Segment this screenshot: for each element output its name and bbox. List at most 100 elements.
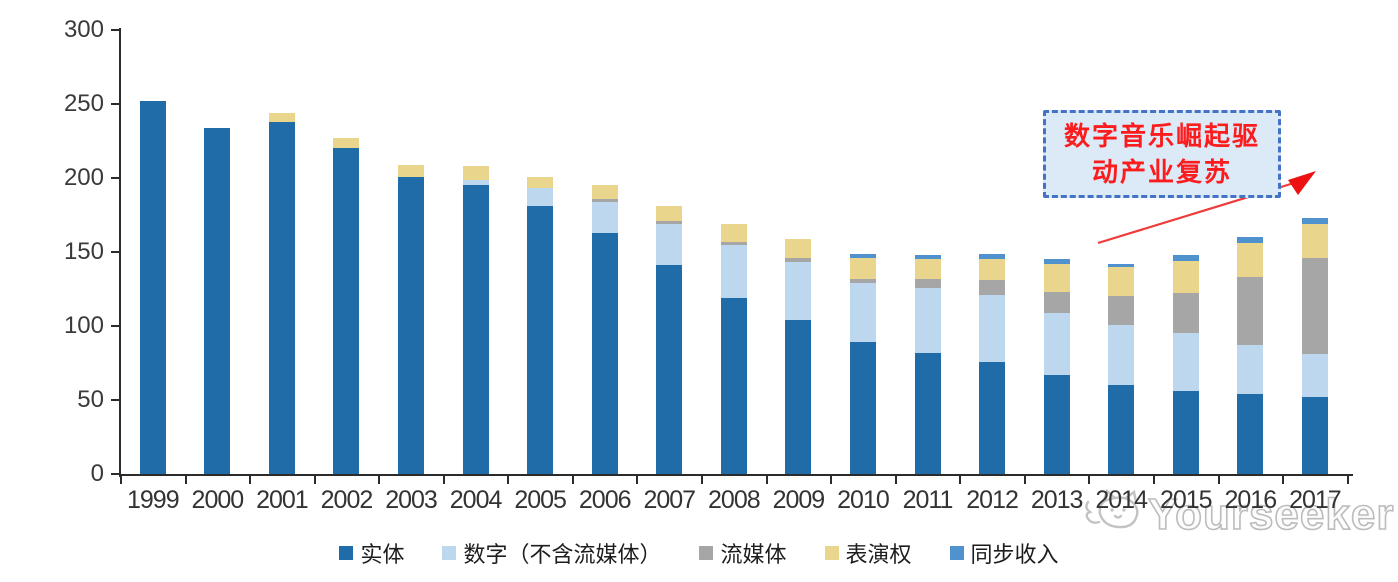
- bar-segment: [720, 297, 747, 474]
- x-axis-tick: [184, 476, 187, 484]
- y-axis-label: 100: [63, 312, 104, 339]
- bar-2014: [1108, 263, 1135, 474]
- y-axis-label: 300: [63, 16, 104, 43]
- bar-segment: [914, 254, 941, 260]
- x-axis-tick: [636, 476, 639, 484]
- x-axis-label: 2014: [1095, 486, 1148, 514]
- bar-segment: [1043, 263, 1070, 292]
- x-axis-label: 2003: [385, 486, 438, 514]
- bar-segment: [1172, 293, 1199, 334]
- bar-segment: [979, 361, 1006, 474]
- bar-segment: [656, 206, 683, 221]
- bar-segment: [1043, 259, 1070, 264]
- bar-segment: [462, 185, 489, 474]
- bar-segment: [1237, 243, 1264, 278]
- x-axis-label: 2015: [1159, 486, 1213, 514]
- bar-segment: [1108, 266, 1135, 297]
- bar-segment: [914, 352, 941, 474]
- y-axis-tick: [111, 251, 120, 253]
- y-axis-tick: [111, 473, 120, 475]
- x-axis-tick: [249, 476, 252, 484]
- bar-segment: [1237, 345, 1264, 395]
- bar-segment: [720, 241, 747, 245]
- bar-segment: [204, 127, 231, 474]
- bar-2013: [1043, 259, 1070, 474]
- x-axis-tick: [830, 476, 833, 484]
- bar-segment: [1301, 223, 1328, 258]
- y-axis-label: 0: [90, 460, 104, 487]
- legend-label: 表演权: [845, 542, 912, 567]
- annotation-text-line1: 数字音乐崛起驱: [1063, 121, 1260, 151]
- bar-segment: [1108, 385, 1135, 474]
- x-axis-label: 2006: [578, 486, 632, 514]
- bar-segment: [849, 283, 876, 343]
- legend-swatch-icon: [442, 546, 457, 560]
- legend-item: 流媒体: [699, 537, 787, 569]
- legend-swatch-icon: [699, 546, 714, 560]
- bar-2004: [462, 166, 489, 474]
- bar-segment: [656, 265, 683, 474]
- legend-item: 实体: [339, 537, 404, 569]
- bar-segment: [1043, 374, 1070, 474]
- bar-segment: [914, 287, 941, 353]
- bar-2000: [204, 127, 231, 474]
- bar-segment: [268, 121, 295, 474]
- bar-segment: [979, 259, 1006, 281]
- bar-segment: [462, 179, 489, 186]
- x-axis-tick: [507, 476, 510, 484]
- bar-segment: [591, 201, 618, 233]
- bar-segment: [979, 280, 1006, 295]
- x-axis-tick: [120, 476, 122, 484]
- bar-segment: [398, 176, 425, 474]
- x-axis-tick: [313, 476, 316, 484]
- bar-segment: [591, 198, 618, 202]
- bar-segment: [1172, 333, 1199, 392]
- bar-segment: [1172, 260, 1199, 294]
- bar-segment: [527, 206, 554, 474]
- x-axis-label: 1999: [126, 486, 180, 514]
- bar-segment: [849, 342, 876, 474]
- legend-item: 数字（不含流媒体）: [442, 537, 661, 569]
- bar-segment: [1237, 237, 1264, 244]
- x-axis-tick: [701, 476, 704, 484]
- bar-segment: [656, 223, 683, 266]
- yourseeker-cat-logo-icon: [1085, 488, 1139, 529]
- bar-segment: [333, 138, 360, 149]
- y-axis-label: 50: [77, 386, 104, 413]
- x-axis-label: 2013: [1030, 486, 1084, 514]
- bar-segment: [914, 259, 941, 279]
- annotation-callout: 数字音乐崛起驱 动产业复苏: [1043, 110, 1281, 198]
- bar-1999: [139, 101, 166, 474]
- x-axis-label: 2001: [256, 486, 309, 514]
- bar-2015: [1172, 255, 1199, 474]
- bar-2016: [1237, 237, 1264, 474]
- chart-legend: 实体 数字（不含流媒体） 流媒体 表演权 同步收入: [0, 537, 1398, 569]
- y-axis-tick: [111, 325, 120, 327]
- x-axis-label: 2016: [1224, 486, 1278, 514]
- x-axis-tick: [894, 476, 897, 484]
- bar-segment: [1301, 397, 1328, 474]
- bar-2010: [849, 253, 876, 474]
- legend-item: 表演权: [824, 537, 912, 569]
- bar-segment: [1043, 291, 1070, 313]
- x-axis-tick: [765, 476, 768, 484]
- legend-swatch-icon: [949, 546, 964, 560]
- bar-segment: [1108, 296, 1135, 325]
- bar-segment: [1301, 257, 1328, 355]
- x-axis-label: 2010: [837, 486, 890, 514]
- bar-segment: [849, 253, 876, 258]
- legend-label: 实体: [360, 542, 405, 567]
- y-axis-label: 200: [63, 164, 104, 191]
- bar-2008: [720, 223, 747, 474]
- x-axis-label: 2002: [320, 486, 374, 514]
- x-axis-tick: [1152, 476, 1155, 484]
- bar-2006: [591, 185, 618, 474]
- bar-segment: [527, 188, 554, 207]
- bar-segment: [1108, 263, 1135, 267]
- legend-label: 流媒体: [720, 542, 787, 567]
- y-axis-tick: [111, 399, 120, 401]
- bar-segment: [1108, 324, 1135, 386]
- bar-2009: [785, 238, 812, 474]
- bar-segment: [527, 176, 554, 189]
